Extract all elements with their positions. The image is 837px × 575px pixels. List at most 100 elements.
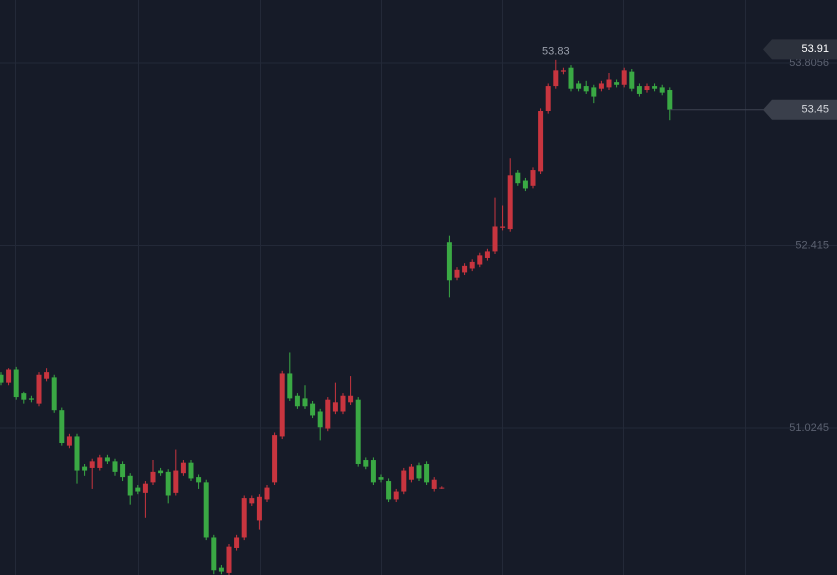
candle-body: [401, 470, 407, 492]
candle-body: [538, 111, 544, 172]
candle-body: [272, 435, 278, 483]
candle-body: [355, 399, 361, 464]
candle-body: [279, 373, 285, 437]
candle-body: [522, 180, 528, 189]
candle-body: [203, 482, 209, 538]
candle-body: [370, 460, 376, 483]
price-tag: [763, 99, 837, 120]
candle-body: [454, 269, 460, 278]
candle-body: [66, 436, 72, 446]
candle-body: [530, 170, 536, 186]
candle-body: [659, 87, 665, 93]
candle-body: [142, 483, 148, 493]
candle-body: [378, 477, 384, 480]
candle-body: [507, 175, 513, 230]
candle-body: [180, 462, 186, 474]
candle-body: [158, 470, 164, 474]
candle-body: [310, 403, 316, 416]
candle-body: [636, 86, 642, 94]
y-tick-label: 52.415: [795, 239, 829, 251]
candle-body: [591, 87, 597, 97]
candle-body: [393, 491, 399, 500]
candle-body: [477, 255, 483, 265]
candle-body: [644, 86, 650, 91]
candle-body: [74, 436, 80, 471]
candle-body: [621, 70, 627, 85]
candle-body: [36, 374, 42, 404]
candle-body: [386, 481, 392, 500]
candle-body: [112, 461, 118, 472]
candle-body: [127, 475, 133, 496]
candle-body: [568, 67, 574, 89]
candle-body: [629, 71, 635, 89]
candle-body: [462, 265, 468, 273]
candle-body: [0, 374, 4, 383]
candle-body: [553, 70, 559, 87]
candle-body: [576, 83, 582, 89]
candle-body: [135, 487, 141, 492]
candle-body: [89, 461, 95, 468]
candle-body: [28, 398, 34, 400]
candle-body: [560, 70, 566, 72]
candle-body: [256, 496, 262, 521]
candle-body: [614, 82, 620, 85]
candle-body: [218, 567, 224, 572]
candle-body: [667, 90, 673, 110]
candle-body: [165, 471, 171, 496]
candle-body: [545, 86, 551, 112]
candle-body: [294, 395, 300, 407]
candle-body: [606, 79, 612, 88]
candle-body: [325, 399, 331, 429]
candle-body: [120, 463, 126, 478]
candle-body: [226, 546, 232, 573]
candle-body: [249, 498, 255, 504]
candle-body: [13, 369, 19, 398]
high-label: 53.83: [542, 46, 570, 58]
candle-body: [363, 460, 369, 467]
candle-body: [332, 402, 338, 412]
candle-body: [416, 465, 422, 479]
candle-body: [469, 261, 475, 269]
candle-body: [173, 470, 179, 493]
candle-body: [150, 471, 156, 483]
candle-body: [424, 463, 430, 483]
y-tick-label: 53.8056: [789, 57, 829, 69]
candle-body: [241, 498, 247, 538]
candle-body: [408, 466, 414, 480]
candle-body: [583, 86, 589, 92]
candle-body: [515, 172, 521, 184]
y-tick-label: 51.0245: [789, 422, 829, 434]
candle-body: [59, 410, 65, 443]
candle-body: [211, 537, 217, 571]
vertical-grid: [15, 0, 746, 575]
candle-body: [6, 369, 12, 383]
price-tag-label: 53.45: [801, 104, 829, 116]
candle-body: [446, 242, 452, 281]
candle-body: [302, 398, 308, 407]
price-tag: [763, 39, 837, 60]
price-tag-label: 53.91: [801, 43, 829, 55]
candle-body: [188, 462, 194, 479]
candle-body: [234, 537, 240, 548]
candle-body: [51, 377, 57, 411]
candle-body: [500, 226, 506, 228]
candle-body: [44, 372, 50, 379]
candle-body: [439, 487, 445, 489]
candle-body: [598, 83, 604, 89]
candle-body: [317, 411, 323, 428]
candle-body: [97, 457, 103, 468]
candle-body: [21, 393, 27, 400]
candle-body: [652, 86, 658, 89]
candle-body: [492, 226, 498, 252]
candle-body: [287, 373, 293, 399]
candle-body: [431, 479, 437, 489]
candle-body: [264, 487, 270, 500]
candle-body: [348, 395, 354, 403]
candle-body: [104, 457, 110, 462]
candle-body: [196, 477, 202, 483]
candle-body: [82, 466, 88, 471]
candle-body: [340, 395, 346, 412]
